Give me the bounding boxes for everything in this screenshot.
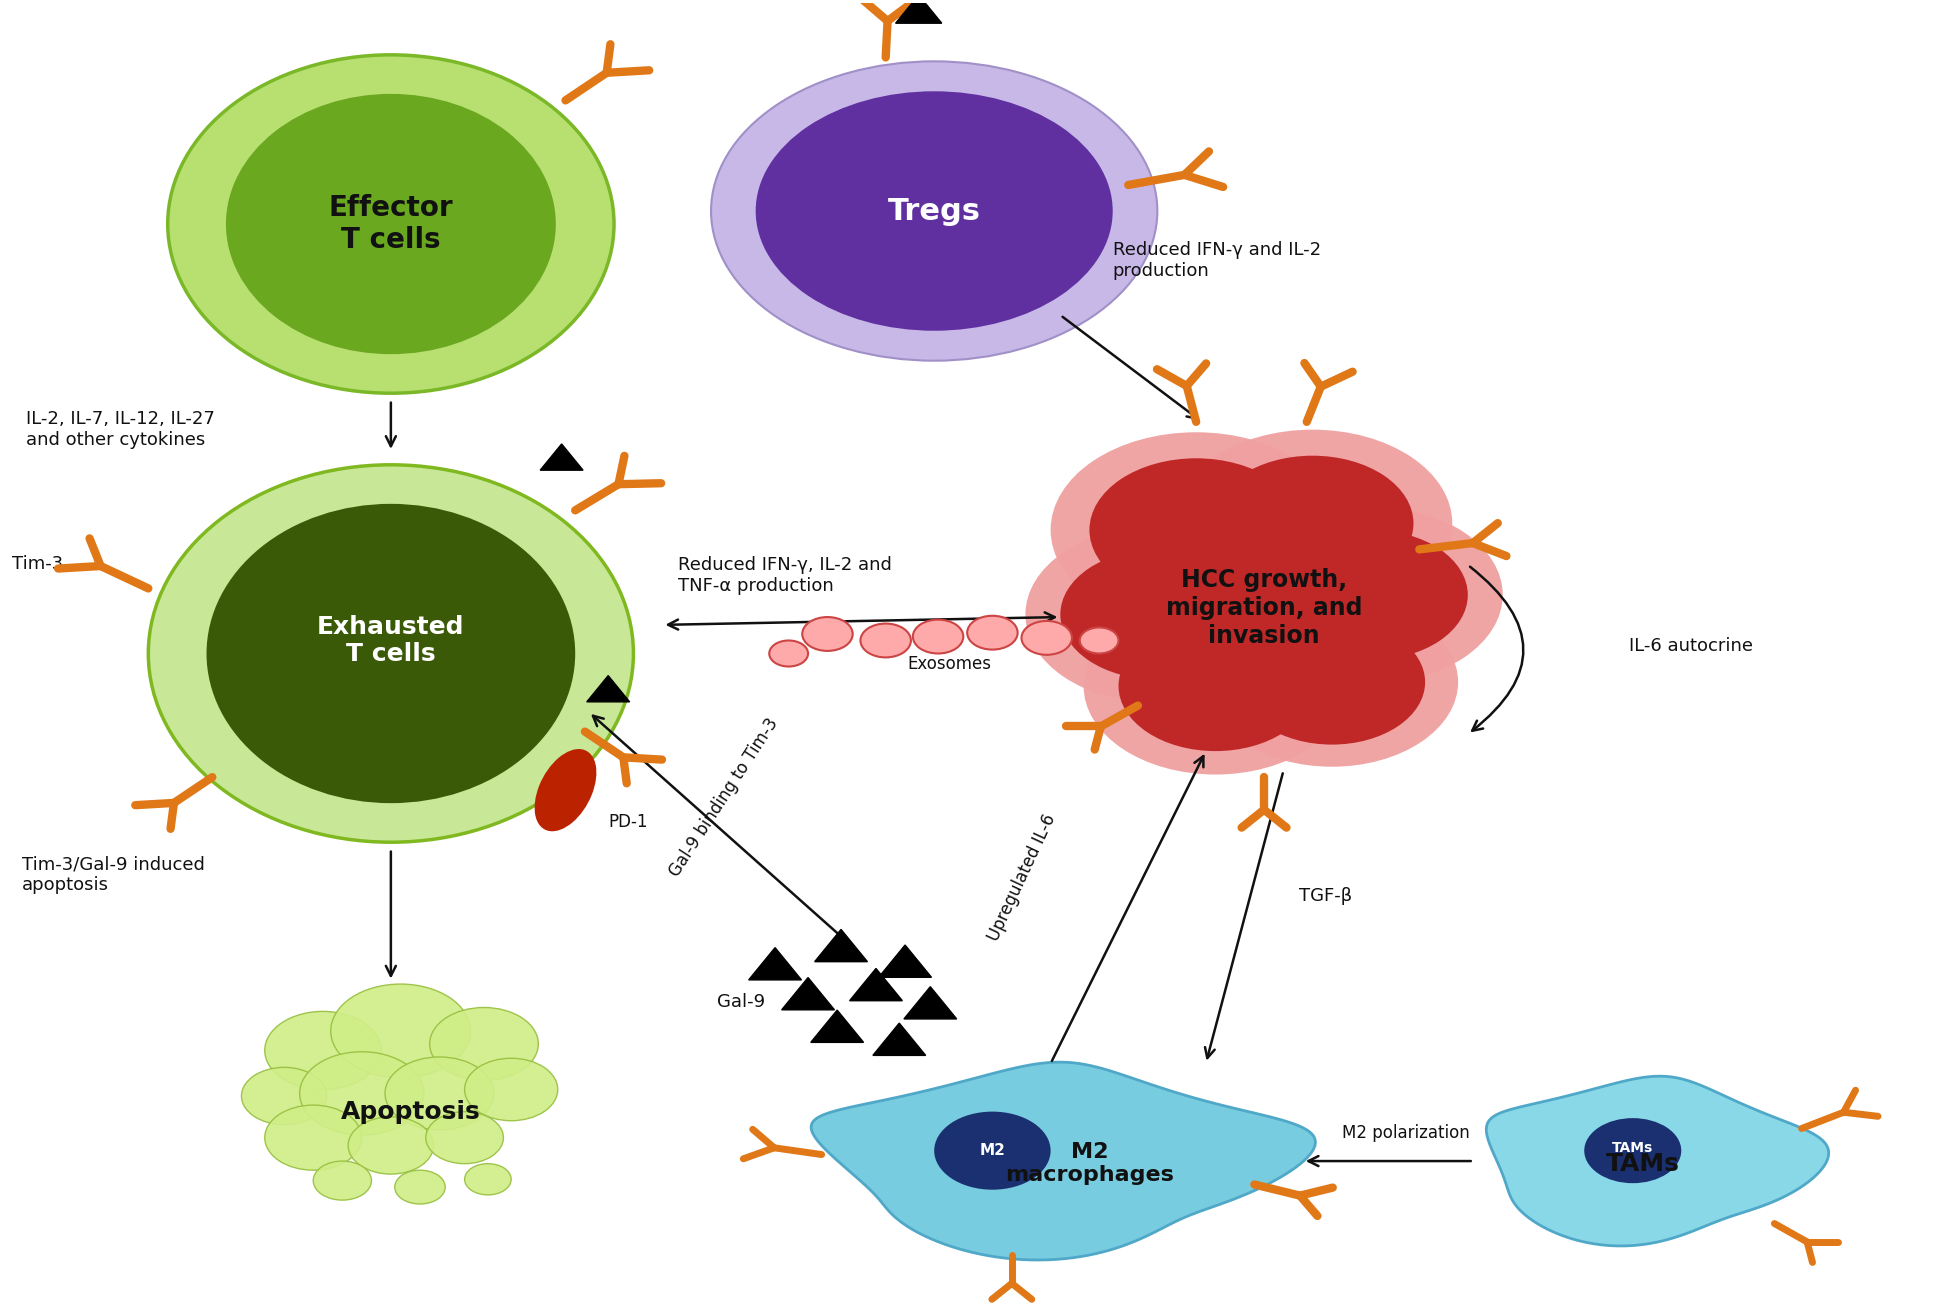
Text: Reduced IFN-γ, IL-2 and
TNF-α production: Reduced IFN-γ, IL-2 and TNF-α production <box>677 557 891 595</box>
Text: Upregulated IL-6: Upregulated IL-6 <box>985 812 1059 944</box>
Polygon shape <box>782 978 835 1010</box>
Circle shape <box>1022 621 1072 655</box>
Circle shape <box>1051 433 1341 627</box>
Circle shape <box>465 1163 512 1195</box>
Circle shape <box>265 1106 362 1170</box>
Circle shape <box>1148 529 1360 673</box>
Text: Effector
T cells: Effector T cells <box>329 193 453 255</box>
Circle shape <box>1084 597 1347 775</box>
Text: Tim-3/Gal-9 induced
apoptosis: Tim-3/Gal-9 induced apoptosis <box>21 856 204 894</box>
Circle shape <box>934 1112 1051 1189</box>
Text: IL-6 autocrine: IL-6 autocrine <box>1629 637 1753 655</box>
Circle shape <box>710 61 1158 361</box>
Circle shape <box>1240 506 1502 684</box>
Text: TAMs: TAMs <box>1605 1151 1679 1176</box>
Ellipse shape <box>206 503 576 804</box>
Polygon shape <box>874 1023 926 1055</box>
Ellipse shape <box>167 55 615 393</box>
Circle shape <box>769 640 808 667</box>
Text: M2
macrophages: M2 macrophages <box>1004 1142 1173 1185</box>
Polygon shape <box>811 1010 864 1043</box>
Circle shape <box>1109 503 1399 699</box>
Polygon shape <box>895 0 942 24</box>
Circle shape <box>465 1059 559 1120</box>
Polygon shape <box>815 929 868 962</box>
Circle shape <box>802 617 852 651</box>
Circle shape <box>1026 525 1290 703</box>
Polygon shape <box>811 1063 1315 1260</box>
Circle shape <box>300 1052 424 1134</box>
Circle shape <box>1173 430 1452 617</box>
Circle shape <box>348 1116 434 1174</box>
Text: TGF-β: TGF-β <box>1300 886 1352 904</box>
Polygon shape <box>588 676 631 702</box>
Text: Reduced IFN-γ and IL-2
production: Reduced IFN-γ and IL-2 production <box>1113 242 1321 280</box>
Circle shape <box>1275 529 1467 660</box>
Circle shape <box>1584 1117 1681 1183</box>
Text: Gal-9: Gal-9 <box>716 993 765 1012</box>
Polygon shape <box>541 444 584 471</box>
Circle shape <box>967 616 1018 650</box>
Circle shape <box>241 1068 327 1124</box>
Circle shape <box>1119 621 1314 752</box>
Circle shape <box>1061 549 1255 680</box>
Circle shape <box>395 1170 446 1204</box>
Circle shape <box>313 1161 372 1200</box>
Text: TAMs: TAMs <box>1611 1141 1654 1155</box>
Polygon shape <box>850 968 903 1001</box>
FancyArrowPatch shape <box>1469 567 1524 731</box>
Polygon shape <box>1487 1076 1829 1246</box>
Polygon shape <box>880 945 932 978</box>
Text: Apoptosis: Apoptosis <box>341 1099 481 1124</box>
Circle shape <box>755 91 1113 331</box>
Circle shape <box>1240 620 1424 745</box>
Ellipse shape <box>226 94 557 354</box>
Text: PD-1: PD-1 <box>609 813 648 830</box>
Text: Tim-3: Tim-3 <box>12 555 64 572</box>
Circle shape <box>331 984 471 1078</box>
Circle shape <box>426 1112 504 1163</box>
Text: Exosomes: Exosomes <box>907 655 992 673</box>
Circle shape <box>265 1012 381 1090</box>
Circle shape <box>1090 459 1304 601</box>
Circle shape <box>430 1008 539 1081</box>
Text: M2: M2 <box>979 1144 1006 1158</box>
Circle shape <box>860 623 911 657</box>
Polygon shape <box>905 987 957 1019</box>
Ellipse shape <box>535 749 595 831</box>
Circle shape <box>1212 456 1413 591</box>
Text: M2 polarization: M2 polarization <box>1341 1124 1469 1141</box>
Text: Exhausted
T cells: Exhausted T cells <box>317 614 465 667</box>
Polygon shape <box>749 948 802 980</box>
Circle shape <box>913 620 963 654</box>
Text: HCC growth,
migration, and
invasion: HCC growth, migration, and invasion <box>1166 569 1362 648</box>
Text: Tregs: Tregs <box>887 196 981 226</box>
Text: Gal-9 binding to Tim-3: Gal-9 binding to Tim-3 <box>666 715 782 880</box>
Circle shape <box>1080 627 1119 654</box>
Circle shape <box>385 1057 494 1129</box>
Ellipse shape <box>148 465 632 842</box>
Text: IL-2, IL-7, IL-12, IL-27
and other cytokines: IL-2, IL-7, IL-12, IL-27 and other cytok… <box>25 410 214 450</box>
Circle shape <box>1207 597 1458 767</box>
